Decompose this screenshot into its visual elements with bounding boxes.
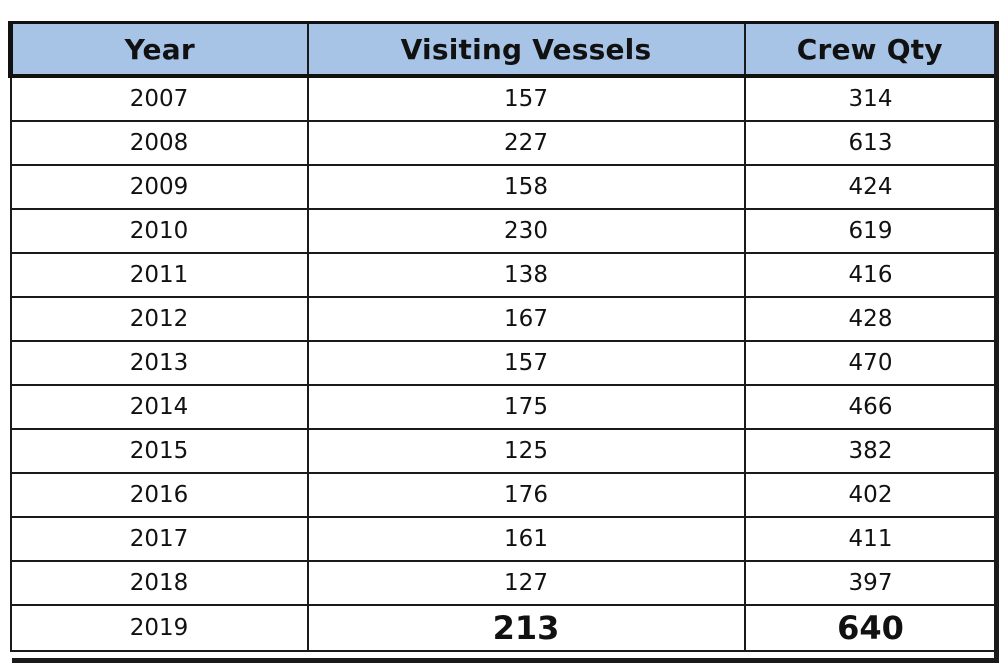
cell-year: 2014 xyxy=(9,384,309,430)
cell-vessels: 161 xyxy=(306,516,746,562)
table-row: 2009 158 424 xyxy=(9,164,998,210)
cell-vessels: 157 xyxy=(306,75,746,122)
cell-vessels: 158 xyxy=(306,164,746,210)
cell-crew: 416 xyxy=(743,252,998,298)
cell-year: 2016 xyxy=(9,472,309,518)
cell-crew: 428 xyxy=(743,296,998,342)
header-visiting-vessels: Visiting Vessels xyxy=(306,21,746,78)
cell-year: 2017 xyxy=(9,516,309,562)
table-row: 2018 127 397 xyxy=(9,560,998,606)
table-row: 2008 227 613 xyxy=(9,120,998,166)
cell-crew: 466 xyxy=(743,384,998,430)
table-header: Year Visiting Vessels Crew Qty xyxy=(8,21,999,78)
cell-crew: 314 xyxy=(743,75,998,122)
cell-vessels: 138 xyxy=(306,252,746,298)
table-row: 2015 125 382 xyxy=(9,428,998,474)
table-row-latest: 2019 213 640 xyxy=(9,604,998,652)
cell-year: 2008 xyxy=(9,120,309,166)
table-row: 2013 157 470 xyxy=(9,340,998,386)
cell-crew: 382 xyxy=(743,428,998,474)
cell-year: 2011 xyxy=(9,252,309,298)
table-body: 2007 157 314 2008 227 613 2009 158 424 2… xyxy=(9,75,998,652)
cell-vessels: 167 xyxy=(306,296,746,342)
cell-year: 2018 xyxy=(9,560,309,606)
cell-crew: 397 xyxy=(743,560,998,606)
cell-crew: 613 xyxy=(743,120,998,166)
cell-crew: 424 xyxy=(743,164,998,210)
table-row: 2012 167 428 xyxy=(9,296,998,342)
cell-vessels: 213 xyxy=(306,604,746,652)
header-row: Year Visiting Vessels Crew Qty xyxy=(8,21,999,78)
cell-vessels: 157 xyxy=(306,340,746,386)
cell-crew: 640 xyxy=(743,604,998,652)
table-row: 2014 175 466 xyxy=(9,384,998,430)
cell-year: 2019 xyxy=(9,604,309,652)
cell-year: 2012 xyxy=(9,296,309,342)
cell-year: 2015 xyxy=(9,428,309,474)
cell-crew: 411 xyxy=(743,516,998,562)
table-row: 2011 138 416 xyxy=(9,252,998,298)
table-shadow-right xyxy=(994,24,999,663)
cell-crew: 470 xyxy=(743,340,998,386)
cell-crew: 619 xyxy=(743,208,998,254)
table-row: 2010 230 619 xyxy=(9,208,998,254)
vessels-crew-table: Year Visiting Vessels Crew Qty 2007 157 … xyxy=(8,21,999,652)
cell-year: 2009 xyxy=(9,164,309,210)
table-row: 2017 161 411 xyxy=(9,516,998,562)
header-year: Year xyxy=(8,21,309,78)
cell-vessels: 175 xyxy=(306,384,746,430)
cell-year: 2013 xyxy=(9,340,309,386)
table-shadow-bottom xyxy=(12,658,999,663)
table-row: 2007 157 314 xyxy=(9,75,998,122)
cell-vessels: 176 xyxy=(306,472,746,518)
header-crew-qty: Crew Qty xyxy=(743,21,999,78)
cell-crew: 402 xyxy=(743,472,998,518)
cell-vessels: 227 xyxy=(306,120,746,166)
cell-vessels: 125 xyxy=(306,428,746,474)
cell-vessels: 127 xyxy=(306,560,746,606)
cell-vessels: 230 xyxy=(306,208,746,254)
cell-year: 2007 xyxy=(9,75,309,122)
table-row: 2016 176 402 xyxy=(9,472,998,518)
cell-year: 2010 xyxy=(9,208,309,254)
